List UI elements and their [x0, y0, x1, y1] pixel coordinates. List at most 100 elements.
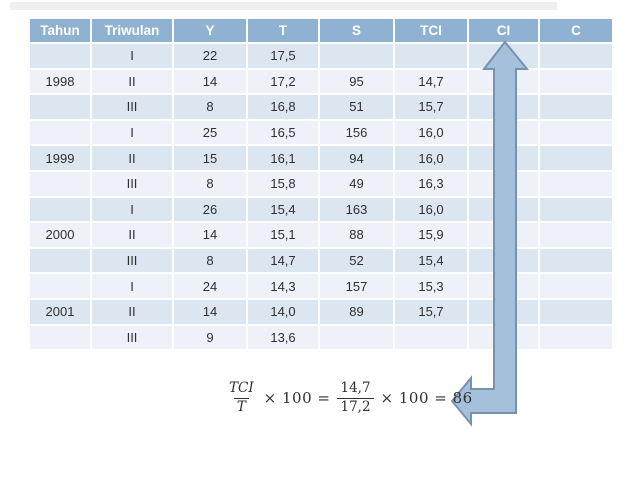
table-cell: 15,3 [393, 272, 469, 300]
table-cell [538, 42, 614, 70]
fraction-denominator: 17,2 [337, 397, 374, 416]
table-cell: 14 [172, 221, 248, 249]
table-cell: 49 [318, 169, 395, 198]
table-row: 1998 II 14 17,2 95 14,7 [28, 67, 614, 96]
table-cell: 15,4 [246, 195, 320, 224]
table-row: I 25 16,5 156 16,0 [28, 118, 614, 147]
table-header-row: Tahun Triwulan Y T S TCI CI C [28, 17, 614, 44]
table-cell [28, 42, 92, 70]
table-cell [467, 118, 540, 147]
table-cell: 51 [318, 93, 395, 121]
fraction-numerator: TCI [229, 380, 254, 396]
table-cell: 16,0 [393, 195, 469, 224]
slide-top-strip [10, 2, 557, 10]
table-cell: 15 [172, 144, 248, 172]
table-row: III 9 13,6 [28, 323, 614, 352]
table-body: I 22 17,5 1998 II 14 17,2 95 14,7 III 8 16,8 51 15,7 I… [28, 42, 614, 352]
table-cell [467, 323, 540, 352]
table-row: III 8 16,8 51 15,7 [28, 93, 614, 121]
table-cell: 15,4 [393, 246, 469, 275]
fraction-tci-over-t: TCI T [226, 380, 257, 416]
table-cell: 14 [172, 297, 248, 326]
table-cell: 1999 [28, 144, 92, 172]
table-cell [28, 272, 92, 300]
table-cell: 14,3 [246, 272, 320, 300]
column-header-s: S [318, 17, 395, 44]
table-cell [538, 67, 614, 96]
fraction-numerator: 14,7 [340, 380, 371, 396]
table-cell: 16,5 [246, 118, 320, 147]
table-cell: 17,2 [246, 67, 320, 96]
table-cell [538, 118, 614, 147]
table-cell: 16,3 [393, 169, 469, 198]
table-cell [28, 246, 92, 275]
table-cell: 2001 [28, 297, 92, 326]
table-cell [467, 221, 540, 249]
column-header-t: T [246, 17, 320, 44]
table-cell [393, 42, 469, 70]
table-cell: II [90, 67, 174, 96]
fraction-values: 14,7 17,2 [337, 380, 374, 416]
formula-result: × 100 = 86 [380, 389, 473, 408]
column-header-tci: TCI [393, 17, 469, 44]
table-cell: 16,1 [246, 144, 320, 172]
table-cell: 26 [172, 195, 248, 224]
table-cell: 156 [318, 118, 395, 147]
table-cell: II [90, 297, 174, 326]
table-cell: 15,8 [246, 169, 320, 198]
table-row: III 8 15,8 49 16,3 [28, 169, 614, 198]
table-cell: I [90, 195, 174, 224]
table-cell: 89 [318, 297, 395, 326]
table-cell [28, 93, 92, 121]
table-cell: 25 [172, 118, 248, 147]
table-cell [467, 67, 540, 96]
table-cell: 22 [172, 42, 248, 70]
table-cell [467, 246, 540, 275]
table-cell [538, 221, 614, 249]
table-cell: 15,7 [393, 297, 469, 326]
table-cell: 24 [172, 272, 248, 300]
table-cell: 8 [172, 169, 248, 198]
table-cell [467, 144, 540, 172]
table-cell: I [90, 118, 174, 147]
table-cell: 1998 [28, 67, 92, 96]
table-cell: 95 [318, 67, 395, 96]
formula: TCI T × 100 = 14,7 17,2 × 100 = 86 [226, 380, 473, 416]
table-cell: 14 [172, 67, 248, 96]
table-cell: 13,6 [246, 323, 320, 352]
table-cell: 16,0 [393, 144, 469, 172]
table-cell: 14,7 [393, 67, 469, 96]
table-cell: 163 [318, 195, 395, 224]
table-cell [28, 195, 92, 224]
data-table: Tahun Triwulan Y T S TCI CI C I 22 17,5 199… [28, 17, 614, 352]
table-cell [538, 246, 614, 275]
table-cell [393, 323, 469, 352]
table-cell: 8 [172, 93, 248, 121]
column-header-triwulan: Triwulan [90, 17, 174, 44]
table-cell [538, 144, 614, 172]
table-cell [538, 93, 614, 121]
table-cell: III [90, 169, 174, 198]
table-cell [538, 323, 614, 352]
table-row: III 8 14,7 52 15,4 [28, 246, 614, 275]
table-cell: 94 [318, 144, 395, 172]
table-cell: 2000 [28, 221, 92, 249]
table-cell [467, 169, 540, 198]
fraction-denominator: T [233, 397, 249, 416]
column-header-y: Y [172, 17, 248, 44]
table-cell: II [90, 144, 174, 172]
table-cell: 15,9 [393, 221, 469, 249]
table-cell [318, 42, 395, 70]
table-cell [467, 195, 540, 224]
table-row: I 24 14,3 157 15,3 [28, 272, 614, 300]
column-header-c: C [538, 17, 614, 44]
table-cell [467, 42, 540, 70]
table-cell [467, 297, 540, 326]
table-cell [318, 323, 395, 352]
table-cell [28, 118, 92, 147]
table-cell: 15,1 [246, 221, 320, 249]
column-header-tahun: Tahun [28, 17, 92, 44]
table-cell: 9 [172, 323, 248, 352]
table-cell: III [90, 246, 174, 275]
